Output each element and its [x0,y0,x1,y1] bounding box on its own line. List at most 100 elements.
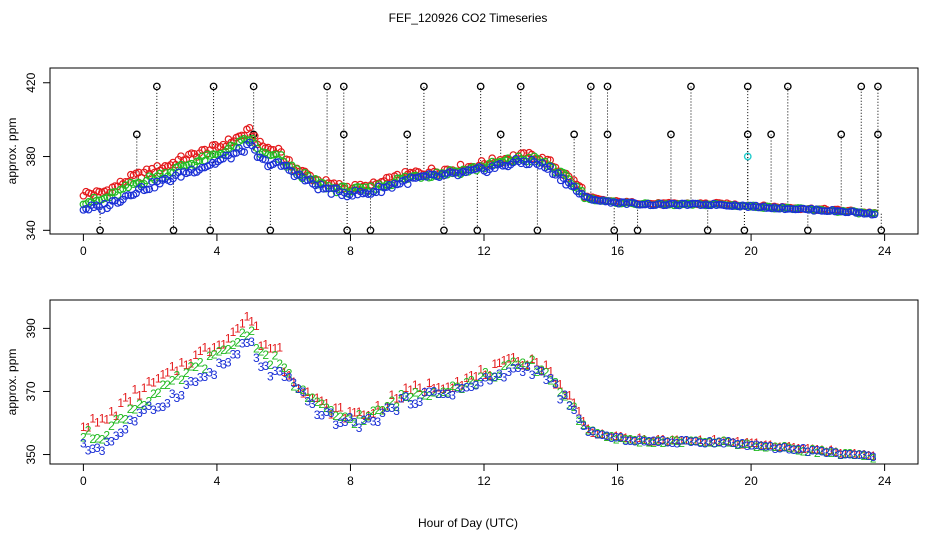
series-2-marker: 2 [819,443,826,457]
series-2-marker: 2 [262,348,269,362]
series-2-marker: 2 [169,374,176,388]
series-1-marker: 1 [463,371,470,385]
bottom-x-tick-label: 8 [347,474,354,488]
top-axes: 0 4 8 12 16 20 24 340 380 420 [24,72,891,258]
series-3-marker: 3 [258,360,265,374]
spike-point [874,82,882,91]
series-1-marker: 1 [468,368,475,382]
series-3-marker: 3 [711,436,718,450]
series-2-marker: 2 [744,437,751,451]
series-1-marker: 1 [122,390,129,404]
series3-point [715,200,723,209]
series3-point [678,199,686,208]
series-1-marker: 1 [683,433,690,447]
series-2-marker: 2 [440,385,447,399]
series-3-marker: 3 [463,380,470,394]
series-3-marker: 3 [197,371,204,385]
series-2-marker: 2 [159,378,166,392]
series-3-marker: 3 [804,445,811,459]
series-2-marker: 2 [561,389,568,403]
series-3-marker: 3 [552,377,559,391]
series-1-marker: 1 [267,342,274,356]
series-3-marker: 3 [389,401,396,415]
series-3-marker: 3 [795,442,802,456]
spike-point [703,226,712,235]
series-3-marker: 3 [739,436,746,450]
series3-point [836,207,845,216]
series-3-marker: 3 [678,433,685,447]
series3-point [546,162,555,171]
series-2-marker: 2 [290,379,297,393]
spike-point [667,130,675,139]
series-1-marker: 1 [781,440,788,454]
series-2-marker: 2 [445,386,452,400]
series-3-marker: 3 [594,428,601,442]
series-1-marker: 1 [216,338,223,352]
series-3-marker: 3 [515,361,522,375]
series-1-marker: 1 [141,381,148,395]
series-2-marker: 2 [837,448,844,462]
series-3-marker: 3 [842,448,849,462]
series-3-marker: 3 [426,385,433,399]
series-2-marker: 2 [374,403,381,417]
series-3-marker: 3 [519,365,526,379]
series-1-marker: 1 [159,367,166,381]
series-1-marker: 1 [89,412,96,426]
series-2-marker: 2 [650,436,657,450]
series-3-marker: 3 [753,438,760,452]
series-2-marker: 2 [365,409,372,423]
series3-point [868,210,876,219]
top-y-tick-label: 420 [24,72,38,92]
series-2-marker: 2 [804,445,811,459]
series-2-marker: 2 [346,412,353,426]
spike-point [473,226,482,235]
series-3-marker: 3 [309,397,316,411]
series-3-marker: 3 [136,406,143,420]
spike-point [603,82,612,91]
series-3-marker: 3 [164,396,171,410]
series-2-marker: 2 [519,356,526,370]
spike-point [803,226,812,235]
series-3-marker: 3 [239,336,246,350]
series-3-marker: 3 [589,425,596,439]
series3-point [646,201,655,210]
series-1-marker: 1 [286,368,293,382]
series-3-marker: 3 [720,437,727,451]
series-3-marker: 3 [155,401,162,415]
top-data-points [79,123,879,219]
series-2-marker: 2 [426,389,433,403]
series-2-marker: 2 [281,361,288,375]
series-1-marker: 1 [505,351,512,365]
series-1-marker: 1 [398,392,405,406]
series-3-marker: 3 [304,395,311,409]
series-2-marker: 2 [99,432,106,446]
series-3-marker: 3 [454,381,461,395]
series3-point [145,185,154,194]
series-3-marker: 3 [655,435,662,449]
series-1-marker: 1 [865,448,872,462]
series-3-marker: 3 [113,429,120,443]
series-1-marker: 1 [225,331,232,345]
series-3-marker: 3 [613,430,620,444]
series-3-marker: 3 [543,373,550,387]
series-2-marker: 2 [309,391,316,405]
bottom-y-tick-label: 350 [24,444,38,464]
series-3-marker: 3 [491,370,498,384]
series-2-marker: 2 [407,391,414,405]
series-1-marker: 1 [244,309,251,323]
series-2-marker: 2 [772,440,779,454]
series-1-marker: 1 [384,399,391,413]
series-3-marker: 3 [632,435,639,449]
series-1-marker: 1 [440,382,447,396]
series3-point [319,184,328,193]
series-2-marker: 2 [295,382,302,396]
series3-point [609,198,618,206]
series-2-marker: 2 [304,391,311,405]
series-3-marker: 3 [253,351,260,365]
series3-point [781,205,789,214]
series-1-marker: 1 [487,369,494,383]
series-3-marker: 3 [202,370,209,384]
series-1-marker: 1 [328,407,335,421]
series-3-marker: 3 [809,444,816,458]
series3-point [638,200,647,209]
